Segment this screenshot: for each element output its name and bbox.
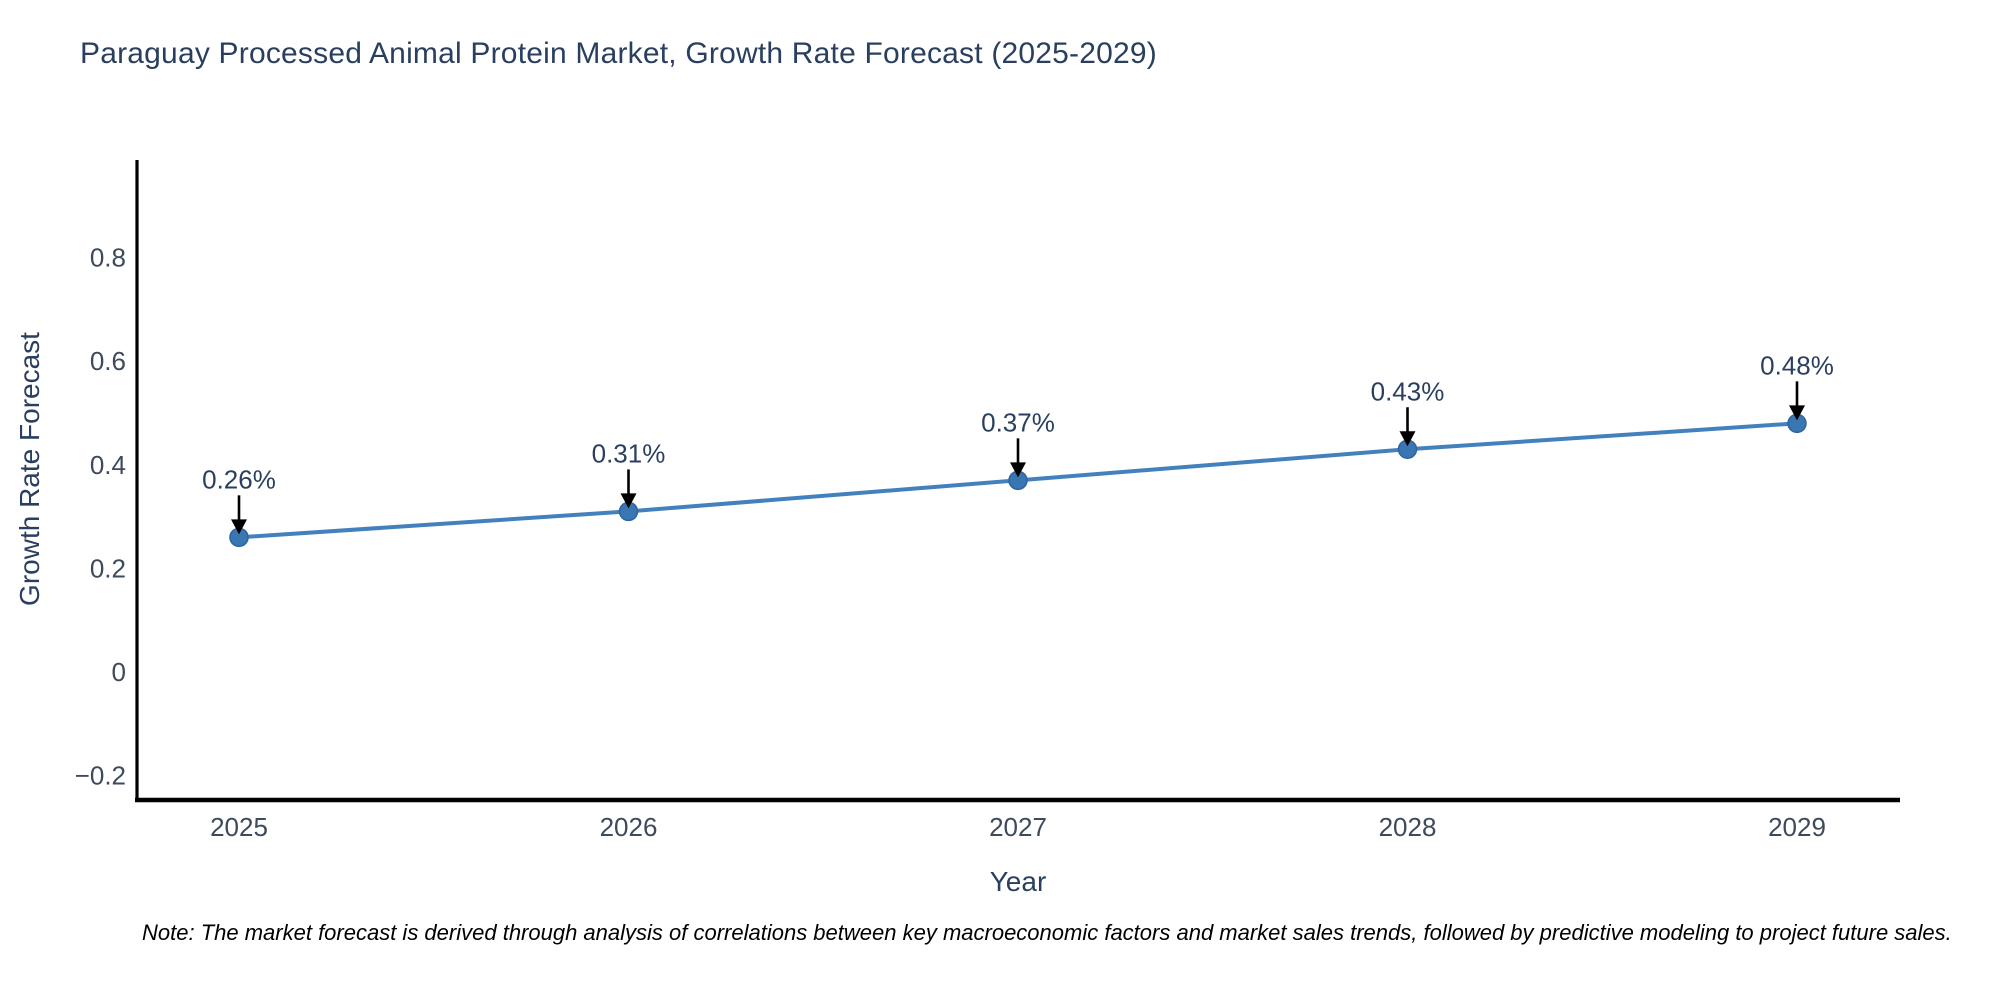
x-tick-label: 2025 [210, 812, 268, 842]
y-tick-label: 0.8 [90, 243, 126, 273]
footnote: Note: The market forecast is derived thr… [142, 920, 1952, 945]
annotation-arrow-head [1399, 431, 1416, 447]
data-point-annotation: 0.26% [202, 464, 276, 494]
data-point-annotation: 0.31% [592, 438, 666, 468]
x-tick-label: 2026 [600, 812, 658, 842]
y-tick-label: −0.2 [75, 761, 126, 791]
annotation-arrow-head [231, 519, 247, 535]
y-tick-label: 0.4 [90, 450, 126, 480]
x-tick-label: 2028 [1379, 812, 1437, 842]
y-tick-label: 0.6 [90, 346, 126, 376]
y-axis-title: Growth Rate Forecast [14, 332, 45, 606]
data-point-annotation: 0.48% [1760, 350, 1834, 380]
annotation-arrow-head [620, 493, 637, 509]
data-point-annotation: 0.37% [981, 407, 1055, 437]
x-tick-label: 2027 [989, 812, 1047, 842]
data-point-annotation: 0.43% [1371, 376, 1445, 406]
y-tick-label: 0.2 [90, 553, 126, 583]
x-tick-label: 2029 [1768, 812, 1826, 842]
chart-title: Paraguay Processed Animal Protein Market… [80, 37, 1157, 70]
x-axis-title: Year [989, 866, 1047, 897]
annotation-arrow-head [1010, 462, 1026, 478]
annotation-arrow-head [1789, 405, 1805, 421]
y-tick-label: 0 [112, 657, 126, 687]
